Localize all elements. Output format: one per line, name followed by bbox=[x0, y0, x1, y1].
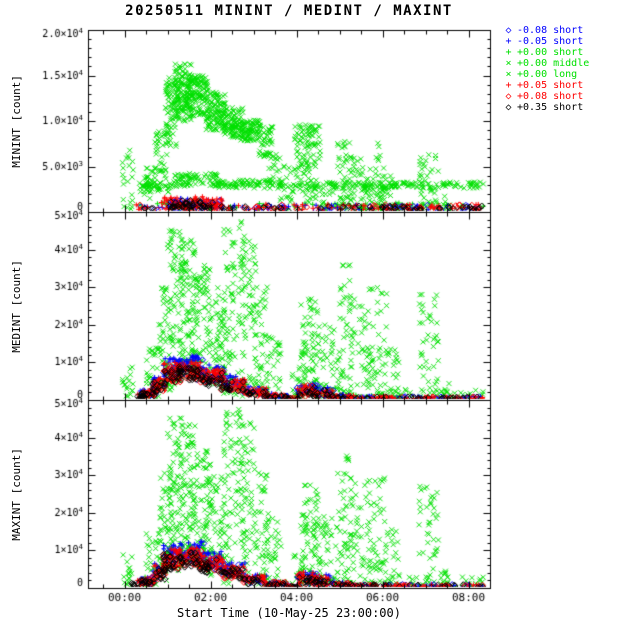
legend-item: ◇ +0.35 short bbox=[504, 102, 589, 113]
legend-item: + -0.05 short bbox=[504, 36, 589, 47]
legend-item: + +0.00 short bbox=[504, 47, 589, 58]
legend-label: +0.00 middle bbox=[517, 58, 590, 69]
legend-label: +0.00 short bbox=[517, 47, 584, 58]
legend-label: +0.35 short bbox=[517, 102, 584, 113]
legend-label: +0.05 short bbox=[517, 80, 584, 91]
legend-label: +0.00 long bbox=[517, 69, 578, 80]
legend-marker-icon: + bbox=[505, 80, 512, 91]
chart-title: 20250511 MININT / MEDINT / MAXINT bbox=[125, 3, 453, 19]
legend-marker-icon: + bbox=[505, 36, 512, 47]
legend-item: ◇ -0.08 short bbox=[504, 25, 589, 36]
legend-marker-icon: ◇ bbox=[505, 102, 512, 113]
legend-label: +0.08 short bbox=[517, 91, 584, 102]
legend-item: ◇ +0.08 short bbox=[504, 91, 589, 102]
legend-marker-icon: × bbox=[505, 58, 512, 69]
legend-item: × +0.00 long bbox=[504, 69, 589, 80]
y-axis-title-minint: MININT [count] bbox=[10, 75, 23, 168]
legend-marker-icon: × bbox=[505, 69, 512, 80]
legend-marker-icon: + bbox=[505, 47, 512, 58]
legend-label: -0.05 short bbox=[517, 36, 584, 47]
legend-item: + +0.05 short bbox=[504, 80, 589, 91]
legend-marker-icon: ◇ bbox=[505, 25, 512, 36]
y-axis-title-maxint: MAXINT [count] bbox=[10, 448, 23, 541]
legend-label: -0.08 short bbox=[517, 25, 584, 36]
legend-marker-icon: ◇ bbox=[505, 91, 512, 102]
legend: ◇ -0.08 short + -0.05 short + +0.00 short × +0.… bbox=[504, 25, 589, 113]
y-axis-title-medint: MEDINT [count] bbox=[10, 260, 23, 353]
legend-item: × +0.00 middle bbox=[504, 58, 589, 69]
x-axis-title: Start Time (10-May-25 23:00:00) bbox=[177, 606, 401, 620]
